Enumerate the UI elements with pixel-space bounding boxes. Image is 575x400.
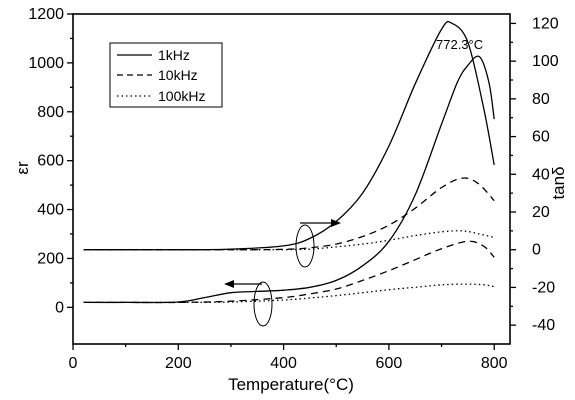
y-right-tick-label-120: 120: [532, 15, 559, 32]
y-right-tick-label-0: 0: [532, 242, 541, 259]
x-tick-label-600: 600: [376, 355, 403, 372]
y-left-tick-label-800: 800: [37, 104, 64, 121]
y-right-tick-label-m40: -40: [532, 317, 555, 334]
y-axis-left-title: εr: [13, 161, 32, 175]
y-left-tick-label-0: 0: [55, 299, 64, 316]
ticks-layer: 0 200 400 600 800020040060080010001200-40-20…: [28, 6, 558, 372]
right-axis-indicator: [295, 219, 341, 268]
x-tick-label-400: 400: [270, 355, 297, 372]
left-arrow-head: [224, 280, 234, 288]
y-left-tick-label-1000: 1000: [28, 55, 64, 72]
y-right-tick-label-m20: -20: [532, 279, 555, 296]
plot-frame: [72, 13, 511, 345]
right-arrow-head: [331, 219, 341, 227]
y-right-tick-label-80: 80: [532, 91, 550, 108]
y-axis-right-title: tanδ: [549, 166, 568, 199]
y-right-tick-label-20: 20: [532, 204, 550, 221]
y-left-tick-label-400: 400: [37, 202, 64, 219]
x-axis-title: Temperature(°C): [228, 375, 354, 394]
y-left-tick-label-1200: 1200: [28, 6, 64, 23]
y-right-tick-label-100: 100: [532, 53, 559, 70]
left-axis-indicator: [224, 280, 273, 327]
peak-annotation: 772.3°C: [436, 37, 483, 52]
y-right-tick-label-60: 60: [532, 129, 550, 146]
left-axis-ellipse: [253, 281, 273, 327]
legend-label-1khz: 1kHz: [158, 47, 190, 63]
y-left-tick-label-200: 200: [37, 250, 64, 267]
series-left-1khz-line: [83, 55, 495, 304]
series-layer: [83, 20, 495, 304]
series-right-100khz-line: [83, 230, 495, 251]
right-axis-ellipse: [295, 224, 315, 268]
legend-label-10khz: 10kHz: [158, 67, 198, 83]
legend-label-100khz: 100kHz: [158, 88, 205, 104]
y-right-tick-label-40: 40: [532, 166, 550, 183]
x-tick-label-200: 200: [165, 355, 192, 372]
x-tick-label-800: 800: [481, 355, 508, 372]
y-left-tick-label-600: 600: [37, 153, 64, 170]
legend: 1kHz 10kHz 100kHz: [109, 42, 223, 108]
series-left-100khz-line: [83, 283, 495, 304]
x-tick-label-0: 0: [69, 355, 78, 372]
